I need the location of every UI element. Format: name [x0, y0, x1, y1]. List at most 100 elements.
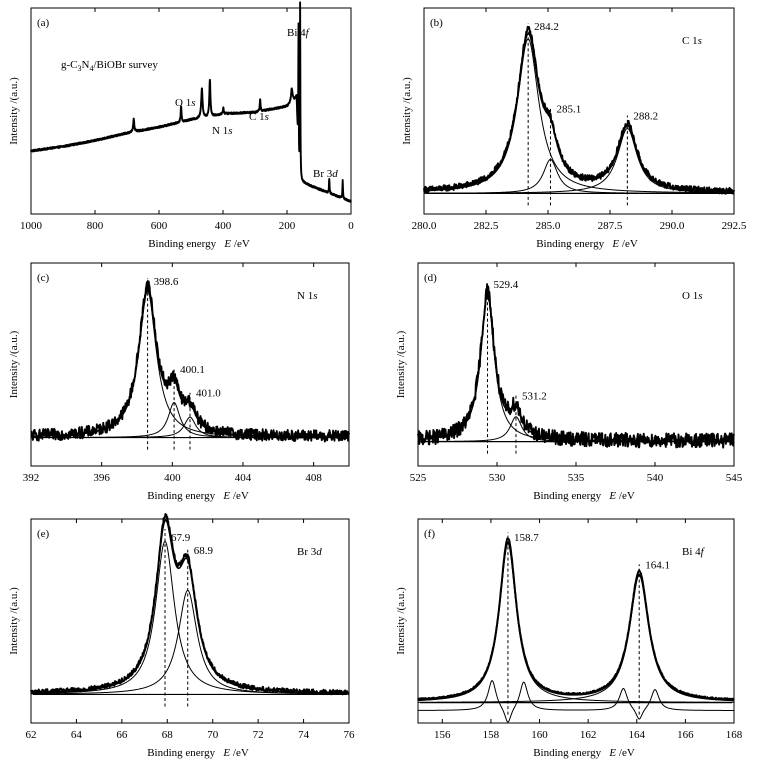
x-tick-label-b: 287.5	[598, 220, 623, 232]
y-axis-label-b: Intensity /(a.u.)	[401, 77, 413, 145]
peak-label-c: 401.0	[196, 388, 221, 400]
x-tick-label-e: 68	[162, 729, 174, 741]
x-tick-label-b: 285.0	[536, 220, 561, 232]
peak-label-c: 398.6	[154, 276, 179, 288]
x-tick-label-d: 540	[647, 472, 664, 484]
x-tick-label-d: 535	[568, 472, 585, 484]
plot-frame-b	[423, 7, 735, 215]
x-tick-label-e: 70	[207, 729, 219, 741]
x-tick-label-f: 158	[483, 729, 500, 741]
peak-label-b: 288.2	[633, 110, 658, 122]
panel-label-c: (c)	[37, 272, 50, 284]
x-tick-label-b: 292.5	[722, 220, 747, 232]
panel-e: 62 64 66 68 70 72 74 76 Binding energy E /eV Inte…	[8, 513, 356, 759]
peak-label-e: 68.9	[194, 545, 214, 557]
difference-curve-f	[418, 680, 735, 723]
x-tick-label-c: 400	[164, 472, 181, 484]
x-tick-label-b: 280.0	[412, 220, 437, 232]
x-tick-label-a: 600	[151, 220, 168, 232]
x-tick-label-f: 156	[434, 729, 451, 741]
panel-label-d: (d)	[424, 272, 437, 284]
y-axis-label-f: Intensity /(a.u.)	[395, 587, 407, 655]
x-tick-label-d: 530	[489, 472, 506, 484]
peak-label-d: 531.2	[522, 390, 547, 402]
element-label-e: Br 3d	[297, 546, 322, 558]
x-tick-label-a: 0	[348, 220, 354, 232]
x-tick-label-e: 74	[298, 729, 310, 741]
peak-annotation: C 1s	[249, 111, 269, 123]
panel-f: 156 158 160 162 164 166 168 Binding energy E /e…	[395, 518, 743, 759]
panel-d: 525 530 535 540 545 Binding energy E /eV Inten…	[395, 262, 743, 502]
element-label-d: O 1s	[682, 290, 702, 302]
experimental-spectrum-c	[30, 280, 350, 443]
x-tick-label-e: 66	[116, 729, 128, 741]
peak-annotation: Bi 4f	[287, 27, 311, 39]
y-axis-label-c: Intensity /(a.u.)	[8, 330, 20, 398]
plot-frame-f	[417, 518, 735, 724]
peak-annotation: N 1s	[212, 125, 232, 137]
peak-label-b: 284.2	[534, 21, 559, 33]
x-tick-label-e: 62	[26, 729, 37, 741]
plot-frame-e	[30, 518, 350, 724]
peak-annotation: Br 3d	[313, 168, 338, 180]
x-tick-label-e: 72	[253, 729, 264, 741]
component-curve-f	[417, 542, 734, 703]
x-axis-label-f: Binding energy E /eV	[533, 747, 635, 759]
panel-a: 1000 800 600 400 200 0 Binding energy E /eV Int…	[8, 1, 354, 250]
panel-label-b: (b)	[430, 17, 443, 29]
peak-label-c: 400.1	[180, 364, 205, 376]
x-tick-label-f: 164	[629, 729, 646, 741]
experimental-spectrum-d	[417, 283, 735, 449]
panel-label-e: (e)	[37, 528, 50, 540]
panel-c: 392 396 400 404 408 Binding energy E /eV Inten…	[8, 262, 350, 502]
plot-frame-a	[30, 7, 352, 215]
x-tick-label-b: 282.5	[474, 220, 499, 232]
component-curve-e	[30, 589, 350, 695]
y-axis-label-a: Intensity /(a.u.)	[8, 77, 20, 145]
y-axis-label-d: Intensity /(a.u.)	[395, 330, 407, 398]
x-tick-label-f: 162	[580, 729, 597, 741]
x-tick-label-b: 290.0	[660, 220, 685, 232]
x-tick-label-a: 800	[87, 220, 104, 232]
peak-label-f: 164.1	[645, 559, 670, 571]
peak-label-e: 67.9	[171, 532, 191, 544]
x-tick-label-f: 160	[531, 729, 548, 741]
component-curve-b	[423, 38, 734, 194]
x-tick-label-d: 525	[410, 472, 427, 484]
survey-spectrum	[30, 1, 352, 203]
peak-label-f: 158.7	[514, 532, 539, 544]
survey-title: g-C3N4/BiOBr survey	[61, 59, 158, 73]
element-label-f: Bi 4f	[682, 546, 706, 558]
fit-envelope-f	[417, 541, 735, 702]
x-tick-label-c: 396	[93, 472, 110, 484]
experimental-spectrum-f	[417, 537, 735, 701]
x-tick-label-e: 64	[71, 729, 83, 741]
x-tick-label-c: 408	[305, 472, 322, 484]
x-tick-label-e: 76	[344, 729, 356, 741]
peak-label-b: 285.1	[556, 104, 581, 116]
panel-b: 280.0 282.5 285.0 287.5 290.0 292.5 Binding en…	[401, 7, 747, 250]
experimental-spectrum-b	[423, 25, 735, 195]
x-axis-label-e: Binding energy E /eV	[147, 747, 249, 759]
x-axis-label-a: Binding energy E /eV	[148, 238, 250, 250]
x-tick-label-c: 404	[235, 472, 252, 484]
x-axis-label-d: Binding energy E /eV	[533, 490, 635, 502]
x-tick-label-a: 200	[279, 220, 296, 232]
x-tick-label-f: 166	[677, 729, 694, 741]
x-axis-label-b: Binding energy E /eV	[536, 238, 638, 250]
x-tick-label-c: 392	[23, 472, 40, 484]
x-tick-label-f: 168	[726, 729, 743, 741]
plot-frame-c	[30, 262, 350, 467]
experimental-spectrum-e	[30, 513, 350, 696]
x-tick-label-a: 1000	[20, 220, 43, 232]
x-axis-label-c: Binding energy E /eV	[147, 490, 249, 502]
element-label-b: C 1s	[682, 35, 702, 47]
x-tick-label-a: 400	[215, 220, 232, 232]
panel-label-a: (a)	[37, 17, 50, 29]
y-axis-label-e: Intensity /(a.u.)	[8, 587, 20, 655]
element-label-c: N 1s	[297, 290, 317, 302]
panel-label-f: (f)	[424, 528, 435, 540]
peak-label-d: 529.4	[494, 279, 519, 291]
component-curve-f	[418, 574, 735, 703]
